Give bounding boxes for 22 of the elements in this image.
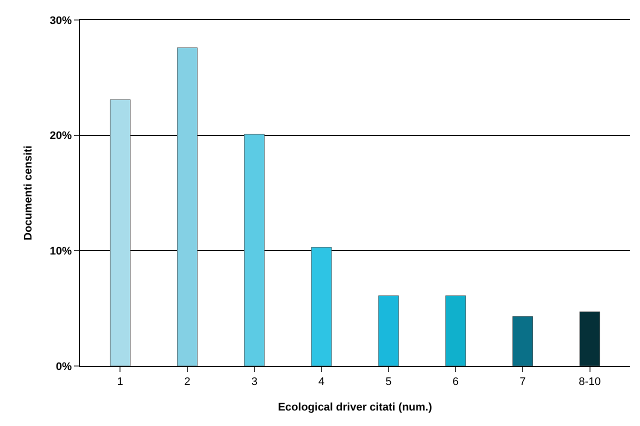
x-tick-label: 4 [318,376,325,388]
bar [579,312,600,366]
bar [311,246,332,366]
x-tick-label: 3 [251,376,258,388]
bar [110,99,131,366]
x-tick-label: 6 [452,376,459,388]
y-tick-label: 30% [50,14,72,27]
y-tick-label: 10% [50,246,72,258]
x-axis-title: Ecological driver citati (num.) [278,401,432,414]
y-axis-title: Documenti censiti [22,146,34,240]
bar [445,295,466,366]
bar [378,295,399,366]
x-tick-label: 1 [117,376,124,388]
x-tick-label: 7 [520,376,526,388]
x-tick-label: 8-10 [578,376,601,388]
x-tick-label: 5 [385,376,392,388]
bar [244,134,265,366]
y-tick-label: 20% [50,130,72,142]
bar [512,316,533,366]
y-tick-label: 0% [56,360,72,373]
x-tick-label: 2 [184,376,190,388]
bar [177,47,198,366]
